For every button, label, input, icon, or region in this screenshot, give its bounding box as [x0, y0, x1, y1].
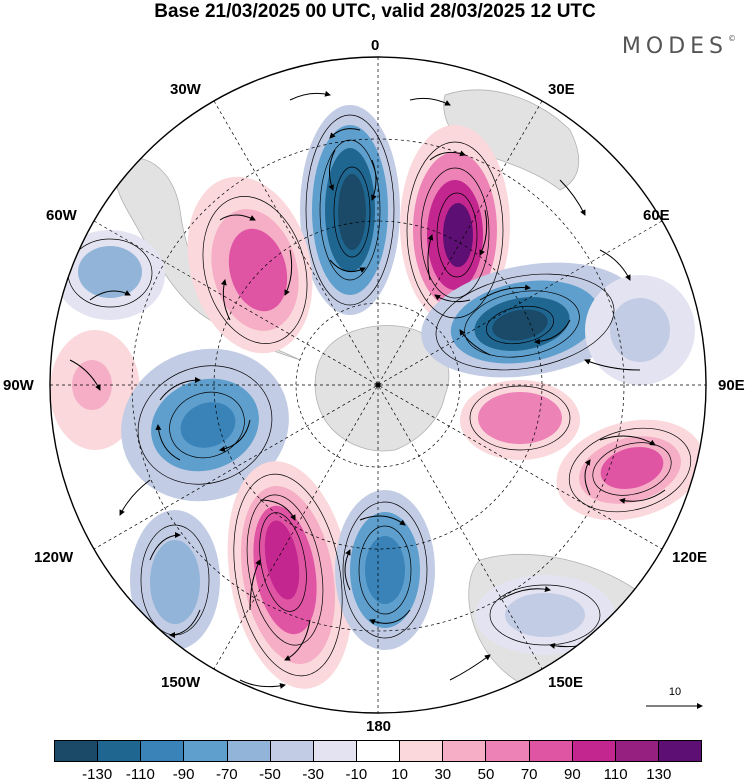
colorbar-tick-label: -90: [172, 766, 195, 783]
colorbar-tick-label: -30: [302, 766, 325, 783]
graticule: [50, 57, 706, 713]
meridian-label-60e: 60E: [643, 207, 670, 224]
colorbar-tick-label: 90: [564, 766, 581, 783]
meridian-label-120w: 120W: [34, 549, 74, 566]
colorbar-swatch: [227, 741, 271, 761]
meridian-label-120e: 120E: [672, 549, 708, 566]
south-america-land: [114, 157, 301, 361]
colorbar-swatch: [270, 741, 314, 761]
contour-lines: [67, 114, 692, 677]
colorbar-swatch: [400, 741, 444, 761]
colorbar-swatch: [615, 741, 659, 761]
colorbar-swatch: [529, 741, 573, 761]
colorbar-tick-label: -10: [345, 766, 368, 783]
colorbar-swatch: [658, 741, 702, 761]
colorbar-swatch: [313, 741, 357, 761]
colorbar-swatch: [184, 741, 228, 761]
meridian-label-60w: 60W: [46, 207, 77, 224]
colorbar-tick-label: -130: [82, 766, 113, 783]
colorbar-swatch: [572, 741, 616, 761]
map-title: Base 21/03/2025 00 UTC, valid 28/03/2025…: [154, 1, 596, 22]
colorbar-tick-label: 10: [391, 766, 408, 783]
colorbar-swatch: [141, 741, 185, 761]
meridian-label-150w: 150W: [161, 674, 201, 691]
colorbar-swatch: [356, 741, 401, 761]
colorbar-swatch: [486, 741, 530, 761]
colorbar-tick-label: -110: [125, 766, 155, 783]
meridian-label-30w: 30W: [170, 81, 201, 98]
colorbar-tick-label: 110: [603, 766, 628, 783]
meridian-label-90w: 90W: [3, 377, 34, 394]
colorbar-swatch: [443, 741, 487, 761]
colorbar-tick-label: 70: [520, 766, 538, 783]
colorbar: [54, 740, 702, 762]
colorbar-swatch: [55, 741, 99, 761]
colorbar-tick-label: -50: [259, 766, 281, 783]
colorbar-swatch: [98, 741, 142, 761]
colorbar-tick-label: -70: [215, 766, 238, 783]
colorbar-tick-label: 30: [434, 766, 452, 783]
meridian-label-0: 0: [371, 37, 380, 54]
meridian-label-90e: 90E: [718, 377, 745, 394]
meridian-label-30e: 30E: [548, 81, 575, 98]
meridian-label-150e: 150E: [548, 674, 584, 691]
modes-logo: MODES©: [621, 34, 736, 59]
wind-vectors: [69, 90, 666, 689]
colorbar-tick-label: 130: [646, 766, 672, 783]
map-boundary: [49, 56, 707, 714]
antarctica-land: [314, 325, 450, 452]
south-pole-marker: [375, 382, 381, 388]
meridian-label-180: 180: [366, 718, 392, 735]
colorbar-tick-label: 50: [477, 766, 495, 783]
reference-vector-label: 10: [668, 686, 682, 698]
